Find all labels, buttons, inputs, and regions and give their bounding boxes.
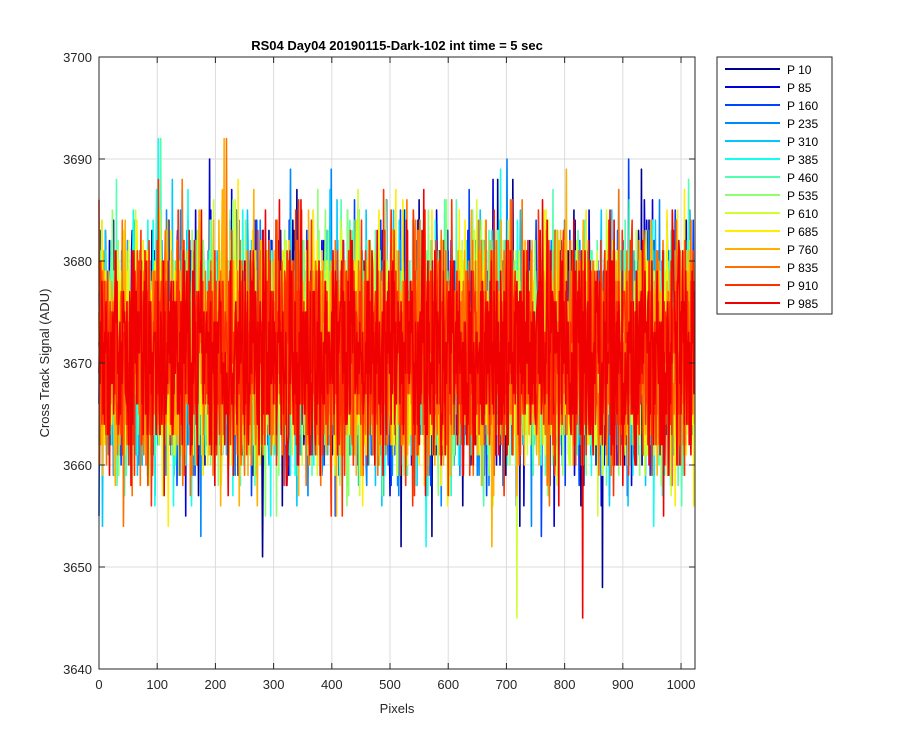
legend-entry: P 610 — [787, 207, 818, 221]
series-line — [98, 188, 696, 619]
y-tick-label: 3680 — [63, 254, 92, 269]
x-tick-label: 300 — [263, 677, 285, 692]
x-tick-label: 800 — [554, 677, 576, 692]
legend-entry: P 460 — [787, 171, 818, 185]
legend-entry: P 385 — [787, 153, 818, 167]
y-axis-label: Cross Track Signal (ADU) — [37, 289, 52, 438]
x-tick-label: 700 — [496, 677, 518, 692]
axis-ticks: 0 100 200 300 400 500 600 700 800 900 1000 3640 3650… — [63, 50, 695, 692]
legend-entry: P 235 — [787, 117, 818, 131]
legend-entry: P 535 — [787, 189, 818, 203]
plot-area: 0 100 200 300 400 500 600 700 800 900 1000 3640 3650… — [63, 50, 696, 692]
x-axis-label: Pixels — [380, 701, 415, 716]
x-tick-label: 100 — [146, 677, 168, 692]
legend-entry: P 760 — [787, 243, 818, 257]
x-tick-label: 200 — [205, 677, 227, 692]
legend-entry: P 685 — [787, 225, 818, 239]
legend-entry: P 985 — [787, 297, 818, 311]
x-tick-label: 1000 — [667, 677, 696, 692]
legend-entry: P 85 — [787, 81, 812, 95]
x-tick-label: 400 — [321, 677, 343, 692]
y-tick-label: 3700 — [63, 50, 92, 65]
x-tick-label: 600 — [437, 677, 459, 692]
legend-entry: P 910 — [787, 279, 818, 293]
x-tick-label: 900 — [612, 677, 634, 692]
series-lines — [98, 137, 696, 619]
y-tick-label: 3650 — [63, 560, 92, 575]
legend: P 10 P 85 P 160 P 235 P 310 P 385 P 460 P 535 P … — [716, 56, 833, 315]
y-tick-label: 3690 — [63, 152, 92, 167]
y-tick-label: 3640 — [63, 662, 92, 677]
x-tick-label: 500 — [379, 677, 401, 692]
y-tick-label: 3670 — [63, 356, 92, 371]
legend-box — [716, 56, 833, 315]
legend-entry: P 310 — [787, 135, 818, 149]
x-tick-label: 0 — [95, 677, 102, 692]
y-tick-label: 3660 — [63, 458, 92, 473]
legend-entry: P 160 — [787, 99, 818, 113]
legend-entry: P 835 — [787, 261, 818, 275]
chart-title: RS04 Day04 20190115-Dark-102 int time = … — [251, 38, 543, 53]
legend-entry: P 10 — [787, 63, 812, 77]
